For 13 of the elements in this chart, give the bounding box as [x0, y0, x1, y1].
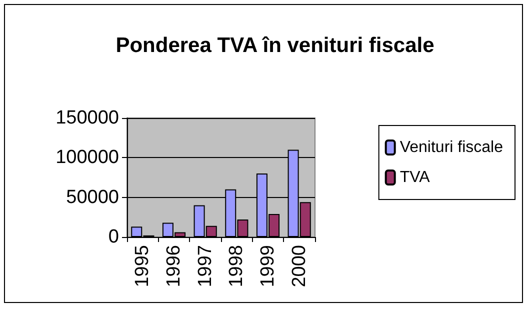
x-tick-label: 1995 — [132, 245, 154, 288]
x-tick-label: 1996 — [164, 245, 184, 288]
y-tick-label: 0 — [108, 226, 119, 248]
x-tick-label: 1997 — [194, 245, 216, 288]
y-tick-label: 150000 — [56, 108, 119, 128]
chart-title: Ponderea TVA în venituri fiscale — [116, 34, 434, 57]
y-tick-label: 50000 — [66, 186, 119, 208]
y-tick-label: 100000 — [56, 147, 119, 168]
legend-label: TVA — [400, 169, 430, 186]
x-tick-label: 1998 — [226, 245, 248, 288]
x-tick-label: 2000 — [288, 245, 310, 288]
legend-label: Venituri fiscale — [400, 139, 504, 156]
x-tick-label: 1999 — [258, 245, 278, 288]
